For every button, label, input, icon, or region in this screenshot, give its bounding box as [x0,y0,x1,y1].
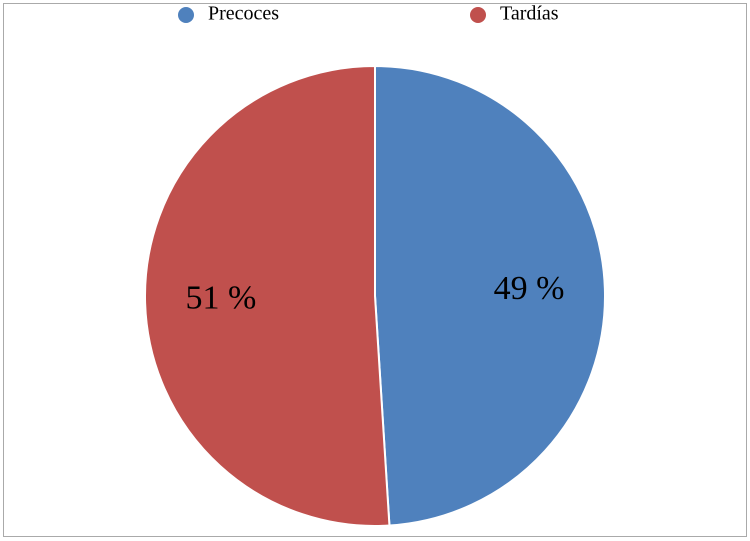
pie-slice [374,64,606,527]
legend-marker [178,7,194,23]
legend-marker [470,7,486,23]
pie-slice [144,64,391,527]
value-label: 49 % [494,270,565,307]
value-label: 51 % [186,280,257,317]
legend-text: Tardías [500,3,559,25]
legend-text: Precoces [208,3,279,25]
